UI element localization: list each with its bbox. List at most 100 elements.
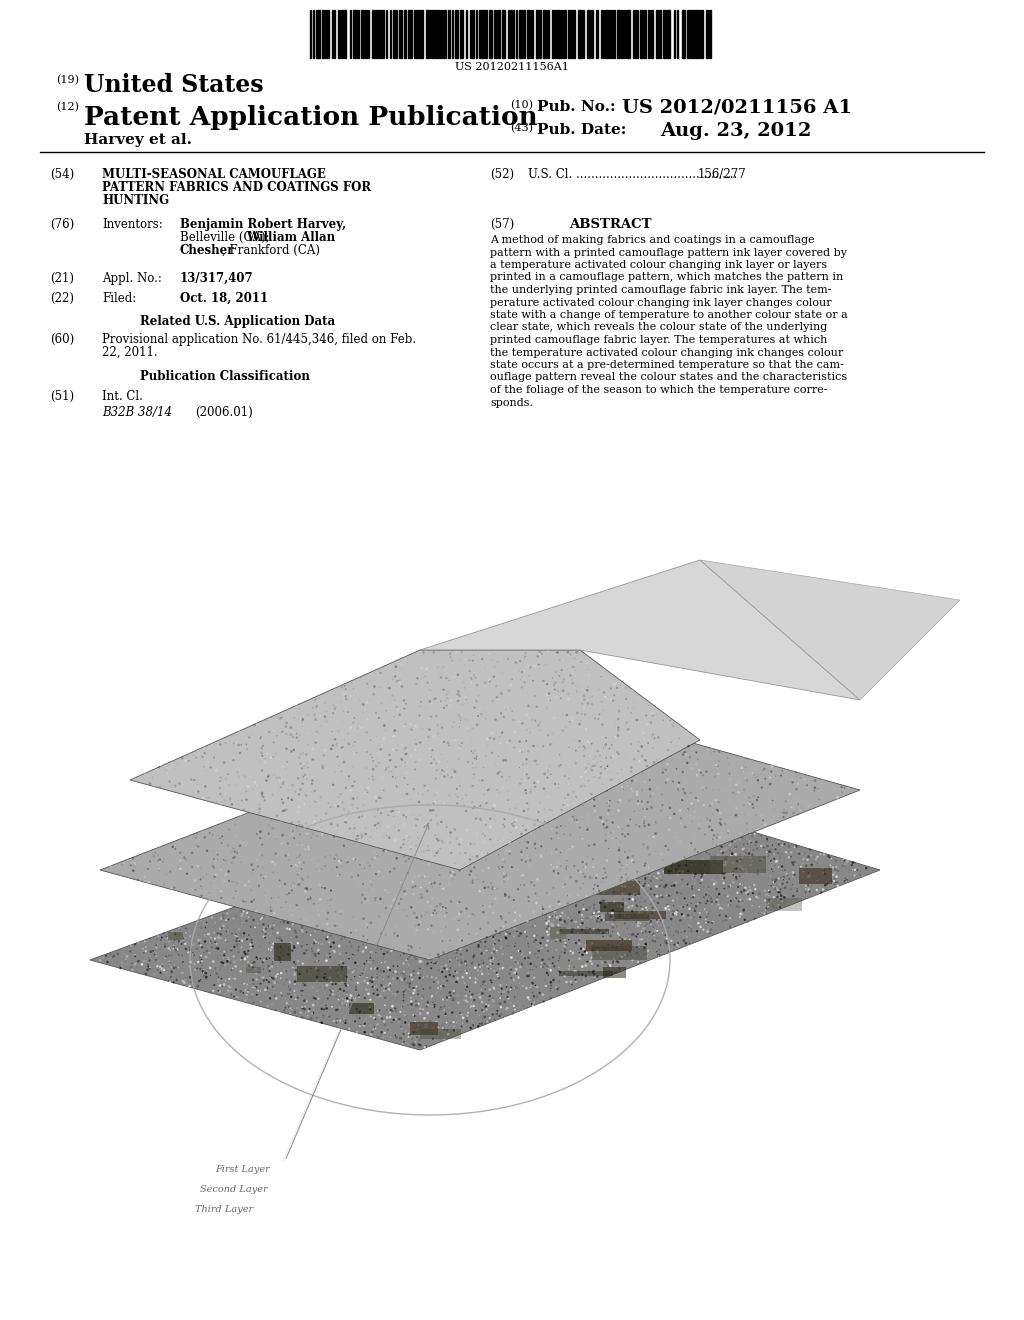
Point xyxy=(561,974,578,995)
Point xyxy=(580,785,596,807)
Point xyxy=(175,928,191,949)
Point xyxy=(393,876,410,898)
Point xyxy=(308,916,325,937)
Point xyxy=(530,825,547,846)
Point xyxy=(592,846,608,867)
Point xyxy=(387,837,403,858)
Point xyxy=(612,859,629,880)
Point xyxy=(507,957,523,978)
Point xyxy=(291,964,307,985)
Point xyxy=(660,941,677,962)
Point xyxy=(834,781,850,803)
Point xyxy=(534,857,550,878)
Point xyxy=(659,847,676,869)
Text: Benjamin Robert Harvey,: Benjamin Robert Harvey, xyxy=(180,218,346,231)
Point xyxy=(334,804,350,825)
Point xyxy=(774,760,791,781)
Point xyxy=(488,751,505,772)
Point xyxy=(460,853,476,874)
Point xyxy=(735,900,752,921)
Point xyxy=(208,865,224,886)
Point xyxy=(675,731,691,752)
Point xyxy=(455,916,471,937)
Point xyxy=(472,656,488,677)
Point xyxy=(369,966,385,987)
Point xyxy=(301,981,317,1002)
Point xyxy=(386,686,402,708)
Point xyxy=(610,717,627,738)
Point xyxy=(524,770,541,791)
Point xyxy=(464,1015,480,1036)
Point xyxy=(402,843,419,865)
Point xyxy=(362,970,379,991)
Point xyxy=(385,800,401,821)
Polygon shape xyxy=(799,867,833,883)
Text: First Layer: First Layer xyxy=(215,1166,269,1173)
Point xyxy=(446,924,463,945)
Point xyxy=(358,863,375,884)
Point xyxy=(193,880,209,902)
Point xyxy=(468,862,484,883)
Point xyxy=(470,936,486,957)
Point xyxy=(372,865,388,886)
Point xyxy=(800,875,816,896)
Point xyxy=(571,933,588,954)
Bar xyxy=(547,11,549,58)
Point xyxy=(627,883,643,904)
Point xyxy=(422,916,438,937)
Point xyxy=(479,729,496,750)
Point xyxy=(381,843,397,865)
Point xyxy=(446,948,463,969)
Point xyxy=(273,985,290,1006)
Point xyxy=(575,899,592,920)
Point xyxy=(800,849,816,870)
Point xyxy=(591,796,607,817)
Point xyxy=(572,944,589,965)
Point xyxy=(521,826,538,847)
Point xyxy=(216,849,232,870)
Point xyxy=(352,1001,369,1022)
Point xyxy=(444,708,461,729)
Point xyxy=(529,829,546,850)
Point xyxy=(440,828,457,849)
Point xyxy=(532,643,549,664)
Point xyxy=(711,816,727,837)
Point xyxy=(457,796,473,817)
Point xyxy=(693,869,710,890)
Point xyxy=(398,693,415,714)
Point xyxy=(604,936,621,957)
Point xyxy=(385,962,401,983)
Point xyxy=(424,867,440,888)
Point xyxy=(858,858,874,879)
Point xyxy=(599,921,615,942)
Point xyxy=(328,1001,344,1022)
Point xyxy=(358,741,375,762)
Point xyxy=(530,653,547,675)
Point xyxy=(423,932,439,953)
Point xyxy=(618,818,635,840)
Point xyxy=(442,894,459,915)
Point xyxy=(578,762,594,783)
Point xyxy=(674,875,690,896)
Point xyxy=(482,816,499,837)
Point xyxy=(483,972,500,993)
Point xyxy=(646,911,663,932)
Point xyxy=(288,923,304,944)
Point xyxy=(416,820,432,841)
Polygon shape xyxy=(604,915,649,921)
Point xyxy=(556,936,572,957)
Point xyxy=(734,828,751,849)
Point xyxy=(543,690,559,711)
Point xyxy=(536,890,552,911)
Point xyxy=(647,920,664,941)
Point xyxy=(643,878,659,899)
Point xyxy=(423,688,439,709)
Point xyxy=(656,838,673,859)
Point xyxy=(574,795,591,816)
Point xyxy=(283,880,299,902)
Point xyxy=(708,816,724,837)
Point xyxy=(473,755,489,776)
Point xyxy=(413,1018,429,1039)
Point xyxy=(436,898,453,919)
Point xyxy=(428,688,444,709)
